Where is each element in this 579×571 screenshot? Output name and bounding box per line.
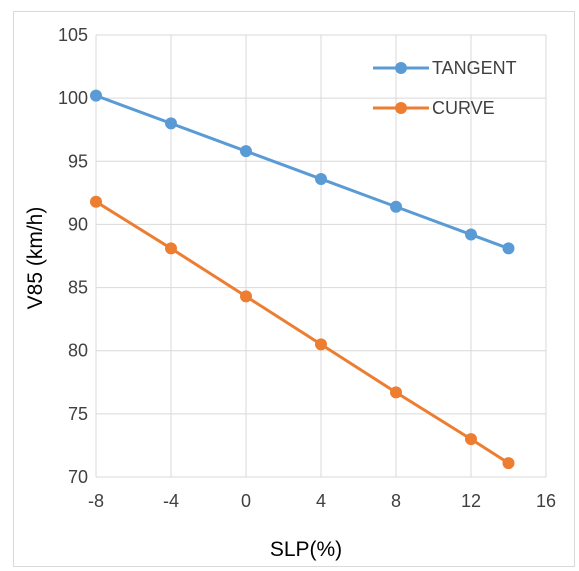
y-tick-label: 70: [68, 467, 88, 487]
y-axis-title: V85 (km/h): [24, 207, 47, 310]
data-point: [165, 242, 177, 255]
data-point: [502, 242, 515, 255]
legend-marker: [395, 102, 407, 114]
y-tick-label: 80: [68, 341, 88, 361]
data-point: [90, 195, 102, 208]
legend-item-tangent: TANGENT: [373, 58, 517, 78]
x-tick-label: 0: [241, 491, 251, 511]
x-tick-label: 12: [461, 491, 481, 511]
series-layer: [90, 89, 515, 470]
data-point: [390, 200, 402, 213]
x-tick-label: 4: [316, 491, 326, 511]
y-tick-label: 95: [68, 151, 88, 171]
legend-marker: [395, 62, 407, 74]
series-line: [95, 94, 510, 250]
data-point: [502, 457, 515, 470]
y-tick-label: 105: [58, 25, 88, 45]
y-tick-label: 90: [68, 214, 88, 234]
data-point: [315, 172, 327, 185]
legend-label: CURVE: [432, 98, 495, 118]
x-tick-label: -8: [88, 491, 104, 511]
data-point: [465, 228, 477, 241]
series-tangent: [90, 89, 515, 255]
legend-item-curve: CURVE: [373, 98, 495, 118]
data-point: [390, 386, 402, 399]
data-point: [240, 290, 252, 303]
y-tick-labels: 70 75 80 85 90 95 100 105: [58, 25, 88, 487]
data-point: [90, 89, 102, 102]
x-axis-title: SLP(%): [270, 538, 342, 561]
legend: TANGENT CURVE: [373, 58, 517, 118]
x-tick-labels: -8 -4 0 4 8 12 16: [88, 491, 556, 511]
y-tick-label: 75: [68, 404, 88, 424]
y-tick-label: 100: [58, 88, 88, 108]
data-point: [315, 338, 327, 351]
x-tick-label: 8: [391, 491, 401, 511]
chart-frame: [13, 11, 575, 567]
y-tick-label: 85: [68, 278, 88, 298]
x-tick-label: -4: [163, 491, 179, 511]
series-curve: [90, 195, 515, 470]
x-tick-label: 16: [536, 491, 556, 511]
data-point: [465, 433, 477, 446]
data-point: [240, 145, 252, 158]
data-point: [165, 117, 177, 130]
legend-label: TANGENT: [432, 58, 517, 78]
series-line: [95, 200, 510, 465]
